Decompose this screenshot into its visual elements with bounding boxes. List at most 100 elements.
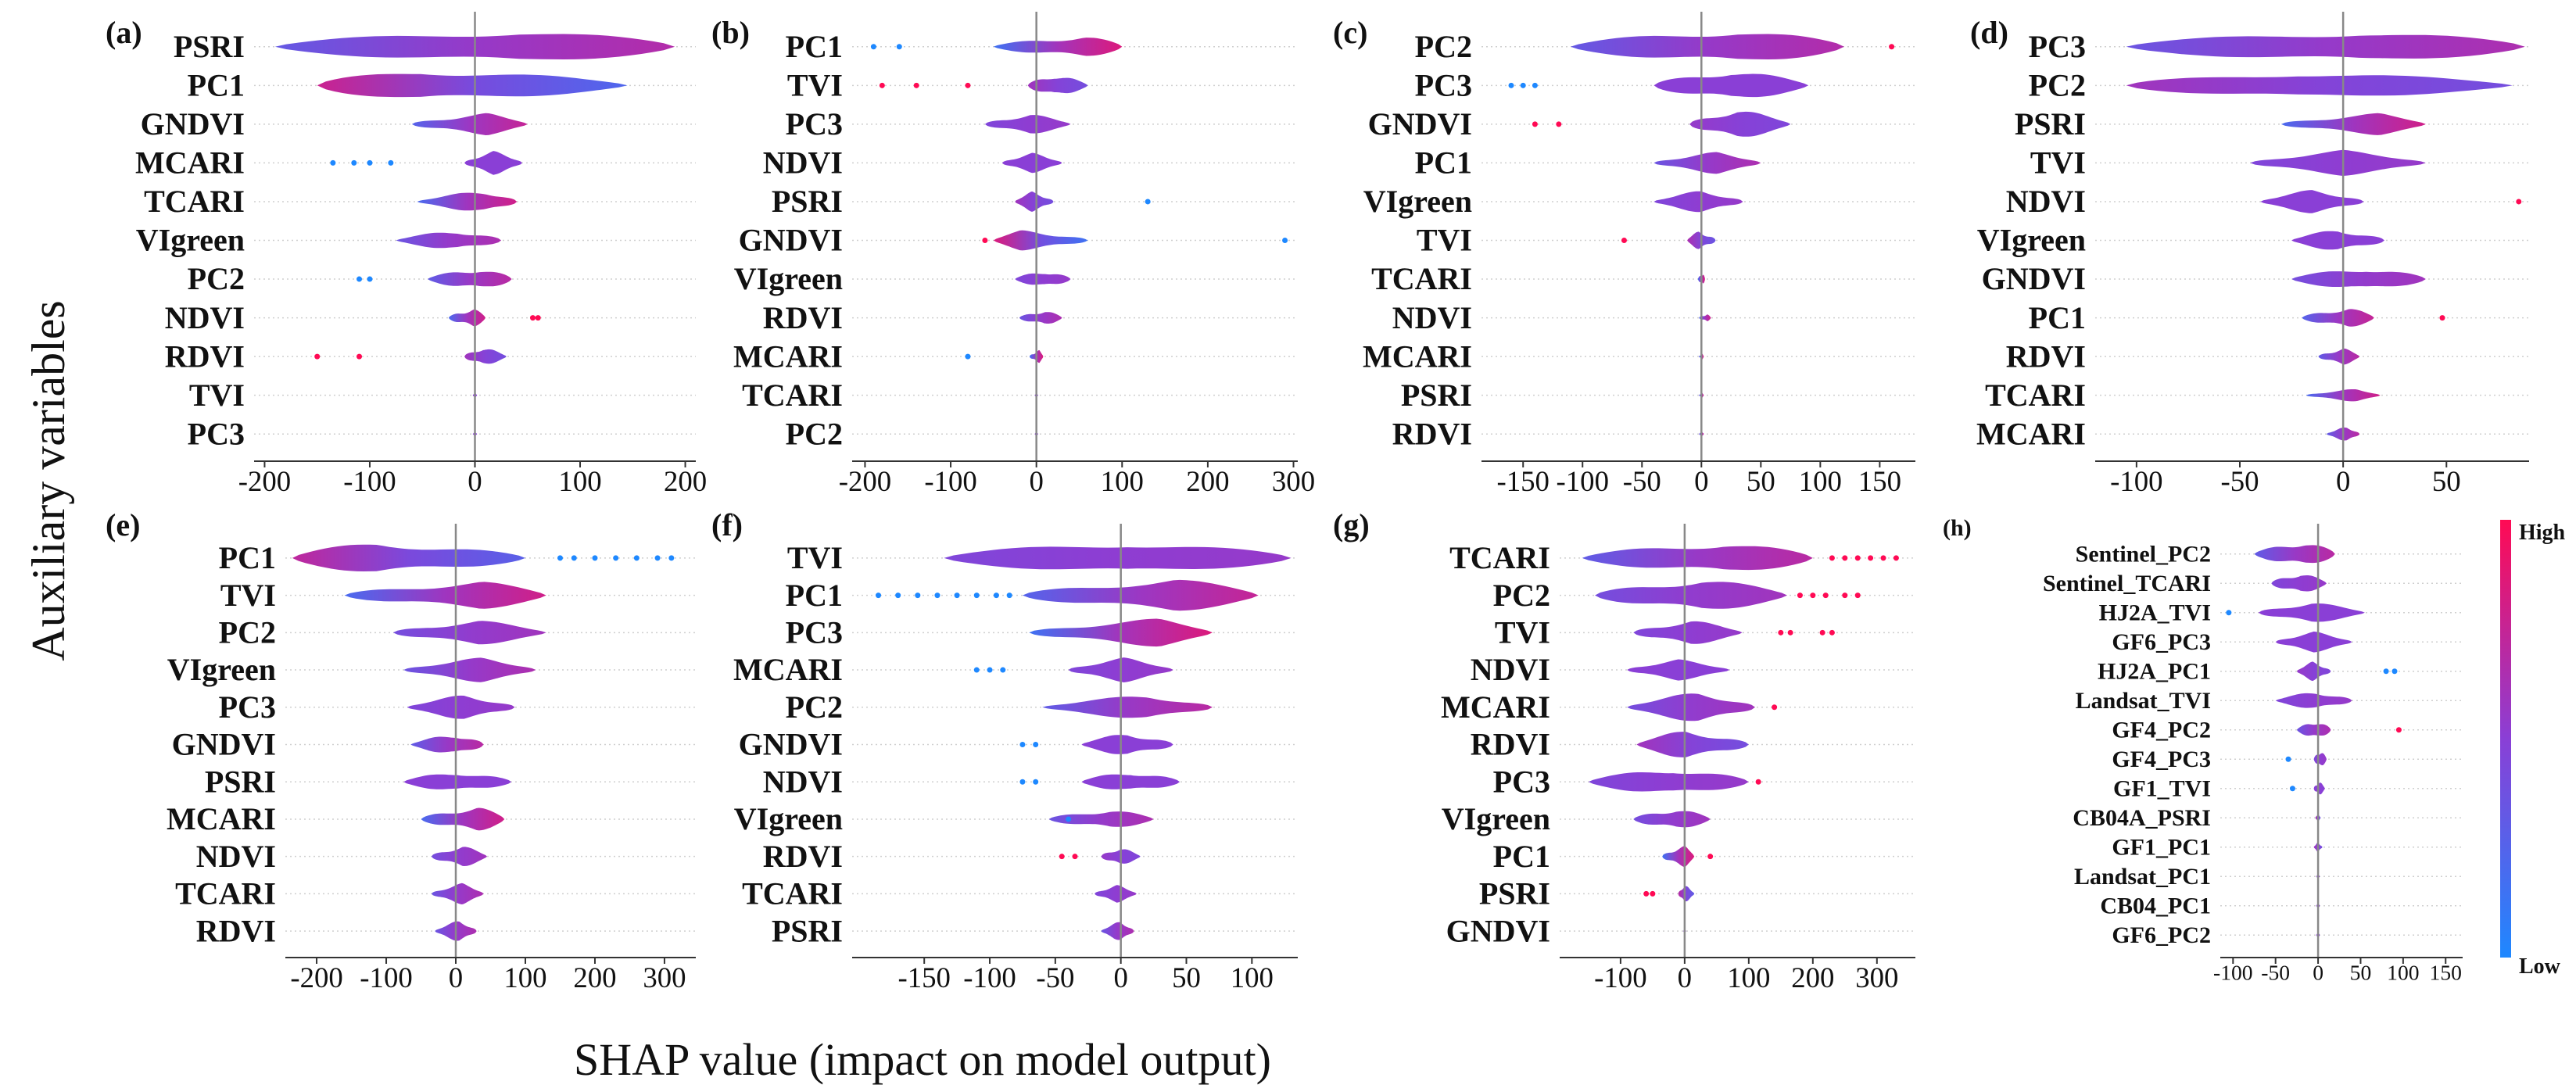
violin-VIgreen: [1048, 811, 1154, 827]
panel-5: (e) PC1TVIPC2VIgreenPC3GNDVIPSRIMCARINDVI…: [106, 507, 696, 994]
x-tick-label: -150: [897, 961, 950, 994]
violin-NDVI: [1001, 152, 1062, 174]
violin-PSRI: [2280, 113, 2426, 135]
feature-label: PC2: [786, 689, 843, 725]
outlier-point: [2439, 315, 2445, 321]
violin-RDVI: [464, 349, 507, 364]
x-tick-label: 100: [503, 961, 546, 994]
x-tick-label: -100: [2110, 465, 2162, 497]
violin-PC1: [1653, 152, 1761, 174]
outlier-point: [934, 593, 940, 599]
feature-label: TCARI: [175, 876, 276, 911]
feature-label: Landsat_TVI: [2076, 688, 2211, 714]
x-tick-label: -50: [1036, 961, 1074, 994]
outlier-point: [668, 555, 675, 561]
outlier-point: [1019, 742, 1026, 747]
violin-HJ2A_TVI: [2258, 603, 2365, 622]
outlier-point: [965, 82, 971, 88]
x-tick-label: 100: [1231, 961, 1274, 994]
feature-label: TVI: [1495, 615, 1550, 650]
feature-label: PSRI: [2015, 106, 2086, 141]
outlier-point: [314, 353, 321, 360]
x-tick-label: 300: [1855, 961, 1898, 994]
feature-label: PC1: [1415, 145, 1472, 181]
outlier-point: [367, 276, 373, 282]
feature-label: HJ2A_TVI: [2099, 600, 2211, 626]
outlier-point: [388, 159, 394, 166]
feature-label: GF4_PC3: [2112, 746, 2211, 772]
feature-label: GNDVI: [1368, 106, 1472, 141]
violin-NDVI: [431, 847, 488, 866]
feature-label: Sentinel_PC2: [2076, 542, 2211, 567]
violin-TCARI: [431, 883, 484, 904]
feature-label: GF6_PC2: [2112, 922, 2211, 948]
feature-label: PC3: [786, 106, 843, 141]
outlier-point: [1778, 629, 1784, 636]
outlier-point: [987, 667, 993, 673]
outlier-point: [1829, 629, 1835, 636]
outlier-point: [592, 555, 598, 561]
feature-label: VIgreen: [1442, 801, 1550, 836]
violin-PC3: [407, 695, 515, 719]
feature-label: MCARI: [733, 338, 843, 374]
panel-label: (g): [1333, 507, 1370, 542]
outlier-point: [895, 593, 901, 599]
feature-label: PSRI: [1401, 378, 1472, 413]
violin-TVI: [1633, 621, 1743, 644]
x-tick-label: 100: [1799, 465, 1842, 497]
outlier-point: [529, 315, 536, 321]
feature-label: PC3: [1415, 68, 1472, 103]
outlier-point: [1819, 629, 1825, 636]
x-tick-label: 50: [1172, 961, 1201, 994]
feature-label: TCARI: [1449, 540, 1550, 575]
outlier-point: [1145, 199, 1151, 205]
x-tick-label: -150: [1496, 465, 1549, 497]
feature-label: CB04A_PSRI: [2073, 805, 2211, 831]
x-tick-label: -100: [963, 961, 1016, 994]
panel-label: (e): [106, 507, 140, 542]
violin-TVI: [2250, 149, 2426, 176]
feature-label: VIgreen: [734, 801, 843, 836]
outlier-point: [1282, 238, 1288, 243]
outlier-point: [356, 276, 363, 282]
feature-label: PC1: [188, 68, 245, 103]
feature-label: TCARI: [1371, 261, 1472, 296]
panel-label: (d): [1970, 15, 2008, 50]
x-tick-label: -50: [2261, 961, 2290, 985]
violin-VIgreen: [396, 232, 502, 249]
x-tick-label: -100: [343, 465, 396, 497]
x-tick-label: -100: [924, 465, 976, 497]
outlier-point: [2289, 786, 2295, 792]
feature-label: GNDVI: [1982, 261, 2086, 296]
feature-label: PSRI: [205, 764, 276, 799]
x-tick-label: 150: [2430, 961, 2462, 985]
violin-NDVI: [1081, 774, 1181, 789]
violin-PC1: [292, 544, 525, 571]
feature-label: TVI: [1417, 223, 1472, 258]
violin-GNDVI: [411, 113, 528, 135]
outlier-point: [1822, 593, 1829, 599]
violin-PC2: [428, 271, 512, 287]
x-tick-label: -200: [238, 465, 291, 497]
x-tick-label: -100: [360, 961, 412, 994]
violin-GF4_PC2: [2296, 724, 2331, 736]
violin-PSRI: [1101, 922, 1134, 940]
x-tick-label: 0: [1678, 961, 1692, 994]
outlier-point: [1842, 555, 1848, 561]
outlier-point: [1810, 593, 1816, 599]
x-tick-label: 50: [2350, 961, 2372, 985]
outlier-point: [1006, 593, 1012, 599]
outlier-point: [965, 353, 971, 360]
outlier-point: [1880, 555, 1886, 561]
x-tick-label: 50: [1747, 465, 1775, 497]
violin-PC3: [1653, 73, 1809, 98]
violin-VIgreen: [1653, 191, 1743, 213]
feature-label: TCARI: [742, 378, 843, 413]
outlier-point: [896, 44, 902, 50]
feature-label: VIgreen: [136, 223, 245, 258]
violin-PC2: [392, 621, 546, 645]
feature-label: PC3: [1493, 764, 1550, 799]
